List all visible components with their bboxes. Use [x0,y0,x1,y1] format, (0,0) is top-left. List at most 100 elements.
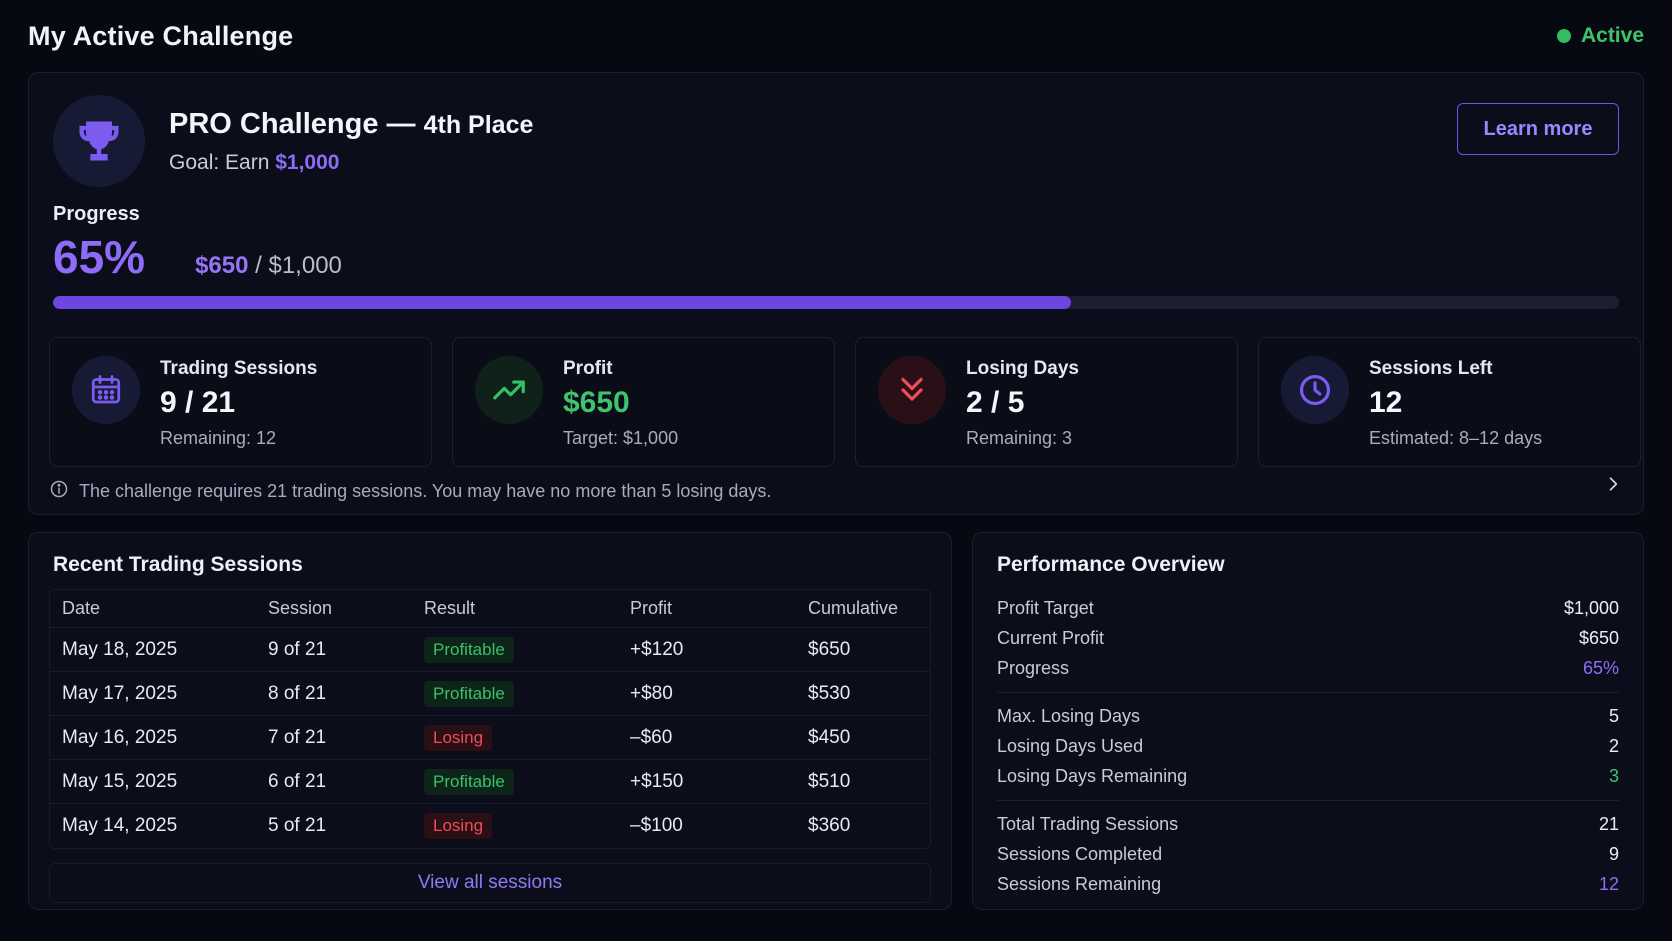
perf-row: Losing Days Remaining 3 [997,761,1619,791]
cell-session: 5 of 21 [268,815,327,836]
cell-cumulative: $650 [808,638,851,660]
perf-value: $650 [1578,627,1619,648]
goal-prefix: Goal: Earn [169,150,270,174]
page-title: My Active Challenge [28,20,294,51]
cell-profit: –$60 [630,726,673,748]
challenge-goal: Goal: Earn $1,000 [169,151,533,175]
table-row[interactable]: May 18, 2025 9 of 21 Profitable +$120 $6… [50,628,930,672]
table-row[interactable]: May 16, 2025 7 of 21 Losing –$60 $450 [50,716,930,760]
perf-row: Losing Days Used 2 [997,731,1619,761]
cell-cumulative: $510 [808,770,851,792]
info-row: The challenge requires 21 trading sessio… [49,479,1619,504]
cell-cumulative: $530 [808,682,851,704]
stats-row: Trading Sessions 9 / 21 Remaining: 12 Pr… [49,337,1641,467]
column-header-profit: Profit [630,598,673,618]
result-badge: Profitable [424,680,514,707]
challenge-name: PRO Challenge — [169,107,416,140]
perf-value: 9 [1608,843,1619,864]
section-title: Recent Trading Sessions [53,553,303,576]
stat-value: 2 / 5 [966,386,1025,419]
result-badge: Losing [424,813,493,839]
perf-value: 12 [1598,873,1619,894]
perf-row: Profit Target $1,000 [997,593,1619,623]
cell-date: May 15, 2025 [62,770,178,792]
stat-trading-sessions: Trading Sessions 9 / 21 Remaining: 12 [49,337,432,467]
cell-session: 6 of 21 [268,770,327,792]
cell-date: May 16, 2025 [62,726,178,748]
result-badge: Losing [424,724,493,751]
stat-value: 12 [1369,386,1403,419]
perf-row: Max. Losing Days 5 [997,701,1619,731]
perf-group-losing-days: Max. Losing Days 5 Losing Days Used 2 Losi… [997,693,1619,801]
challenge-title: PRO Challenge — 4th Place [169,108,533,141]
perf-row: Sessions Remaining 12 [997,869,1619,899]
progress-bar-fill [53,296,1071,309]
challenge-header: PRO Challenge — 4th Place Goal: Earn $1,… [53,73,1619,195]
sessions-table: Date Session Result Profit Cumulative Ma… [49,589,931,849]
stat-losing-days: Losing Days 2 / 5 Remaining: 3 [855,337,1238,467]
progress-current: $650 [195,252,249,279]
chevron-right-icon[interactable] [1603,473,1623,500]
cell-profit: +$150 [630,770,684,792]
perf-group-profit: Profit Target $1,000 Current Profit $650 P… [997,585,1619,693]
status-label: Active [1580,24,1644,47]
column-header-session: Session [268,598,333,618]
perf-value: $1,000 [1563,597,1619,618]
perf-value: 21 [1598,813,1619,834]
stat-value: $650 [563,386,630,419]
perf-key: Current Profit [997,627,1105,648]
cell-session: 7 of 21 [268,726,327,748]
progress-label: Progress [53,203,140,225]
challenge-card: PRO Challenge — 4th Place Goal: Earn $1,… [28,72,1644,515]
stat-label: Sessions Left [1369,358,1493,379]
perf-row: Progress 65% [997,653,1619,683]
info-text: The challenge requires 21 trading sessio… [79,481,772,501]
perf-group-sessions: Total Trading Sessions 21 Sessions Comple… [997,801,1619,908]
perf-row: Sessions Completed 9 [997,839,1619,869]
cell-date: May 14, 2025 [62,815,178,836]
perf-value: 3 [1608,765,1619,786]
stat-sub: Remaining: 3 [966,428,1073,448]
view-all-sessions-link[interactable]: View all sessions [49,863,931,903]
progress-amounts: $650 / $1,000 [195,252,342,280]
top-bar: My Active Challenge Active [28,0,1644,72]
cell-profit: +$80 [630,682,673,704]
stat-label: Trading Sessions [160,358,318,379]
trophy-icon [53,95,145,187]
perf-key: Sessions Completed [997,843,1163,864]
stat-sub: Estimated: 8–12 days [1369,428,1543,448]
cell-profit: +$120 [630,638,684,660]
progress-target: / $1,000 [255,252,342,279]
double-chevron-down-icon [878,356,946,424]
challenge-place: 4th Place [423,110,534,139]
stat-sub: Remaining: 12 [160,428,277,448]
table-row[interactable]: May 15, 2025 6 of 21 Profitable +$150 $5… [50,760,930,804]
clock-icon [1281,356,1349,424]
result-badge: Profitable [424,768,514,795]
progress-row: 65% $650 / $1,000 [53,230,1619,284]
info-icon [49,479,69,504]
trending-up-icon [475,356,543,424]
stat-label: Losing Days [966,358,1079,379]
column-header-result: Result [424,598,476,618]
status-indicator: Active [1556,24,1644,48]
table-header: Date Session Result Profit Cumulative [50,590,930,628]
cell-cumulative: $360 [808,815,851,836]
table-row[interactable]: May 14, 2025 5 of 21 Losing –$100 $360 [50,804,930,848]
table-row[interactable]: May 17, 2025 8 of 21 Profitable +$80 $53… [50,672,930,716]
cell-session: 9 of 21 [268,638,327,660]
performance-overview-card: Performance Overview Profit Target $1,000… [972,532,1644,910]
perf-key: Profit Target [997,597,1094,618]
perf-value: 2 [1608,735,1619,756]
progress-bar [53,296,1619,309]
perf-row: Current Profit $650 [997,623,1619,653]
column-header-cumulative: Cumulative [808,598,899,618]
goal-amount: $1,000 [275,150,340,174]
cell-session: 8 of 21 [268,682,327,704]
cell-cumulative: $450 [808,726,851,748]
column-header-date: Date [62,598,101,618]
perf-key: Max. Losing Days [997,705,1141,726]
section-title: Performance Overview [997,553,1225,576]
learn-more-button[interactable]: Learn more [1457,103,1619,155]
perf-value: 5 [1608,705,1619,726]
